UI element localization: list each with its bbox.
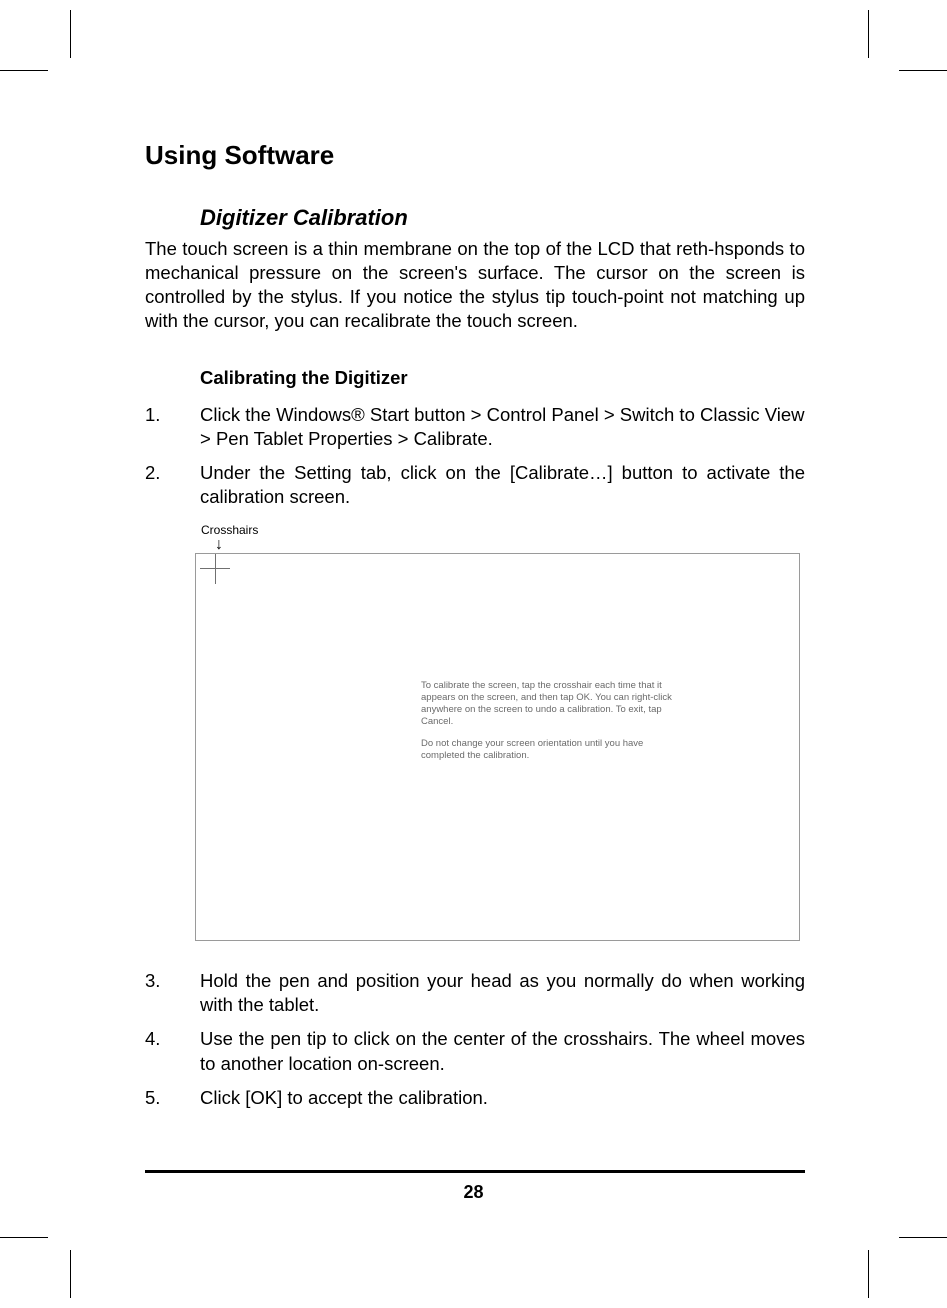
- calibration-instructions: To calibrate the screen, tap the crossha…: [421, 680, 683, 771]
- crop-mark: [899, 1237, 947, 1238]
- crop-mark: [868, 10, 869, 58]
- crop-mark: [0, 70, 48, 71]
- instruction-text: To calibrate the screen, tap the crossha…: [421, 680, 683, 728]
- steps-list: Click the Windows® Start button > Contro…: [145, 403, 805, 509]
- heading-3: Calibrating the Digitizer: [200, 367, 805, 389]
- page-content: Using Software Digitizer Calibration The…: [145, 140, 805, 1120]
- crop-mark: [70, 10, 71, 58]
- crop-mark: [868, 1250, 869, 1298]
- intro-paragraph: The touch screen is a thin membrane on t…: [145, 237, 805, 333]
- crosshair-icon: [200, 568, 230, 569]
- crop-mark: [0, 1237, 48, 1238]
- instruction-text: Do not change your screen orientation un…: [421, 738, 683, 762]
- step-item: Hold the pen and position your head as y…: [145, 969, 805, 1017]
- crosshair-icon: [215, 554, 216, 584]
- calibration-figure: Crosshairs ↓ To calibrate the screen, ta…: [195, 523, 800, 941]
- crop-mark: [899, 70, 947, 71]
- figure-label: Crosshairs: [201, 523, 800, 537]
- heading-1: Using Software: [145, 140, 805, 171]
- arrow-down-icon: ↓: [215, 537, 800, 553]
- footer-rule: [145, 1170, 805, 1173]
- step-item: Use the pen tip to click on the center o…: [145, 1027, 805, 1075]
- step-item: Click [OK] to accept the calibration.: [145, 1086, 805, 1110]
- crop-mark: [70, 1250, 71, 1298]
- calibration-screenshot: To calibrate the screen, tap the crossha…: [195, 553, 800, 941]
- step-item: Under the Setting tab, click on the [Cal…: [145, 461, 805, 509]
- heading-2: Digitizer Calibration: [200, 205, 805, 231]
- steps-list-continued: Hold the pen and position your head as y…: [145, 969, 805, 1109]
- step-item: Click the Windows® Start button > Contro…: [145, 403, 805, 451]
- page-number: 28: [0, 1182, 947, 1203]
